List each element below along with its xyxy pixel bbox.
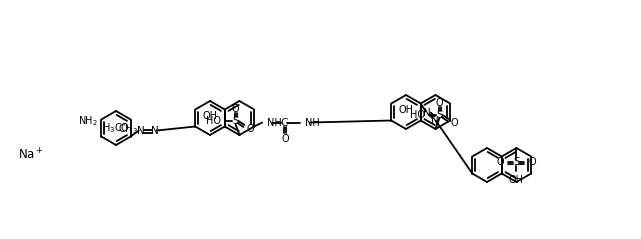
Text: C: C — [281, 118, 288, 127]
Text: OH: OH — [509, 175, 524, 185]
Text: N: N — [431, 115, 438, 125]
Text: O: O — [436, 98, 444, 108]
Text: O: O — [528, 157, 536, 167]
Text: S: S — [436, 110, 443, 120]
Text: N: N — [423, 108, 431, 118]
Text: H$_3$CO: H$_3$CO — [102, 121, 130, 135]
Text: HO: HO — [206, 116, 221, 126]
Text: N: N — [151, 125, 158, 136]
Text: NH$_2$: NH$_2$ — [78, 114, 98, 128]
Text: O: O — [497, 157, 504, 167]
Text: S: S — [232, 116, 238, 126]
Text: NH: NH — [305, 118, 320, 127]
Text: S: S — [513, 157, 520, 167]
Text: O: O — [451, 118, 458, 128]
Text: OH: OH — [203, 111, 217, 121]
Text: O: O — [246, 124, 254, 134]
Text: Na$^+$: Na$^+$ — [18, 147, 44, 163]
Text: O: O — [281, 134, 289, 143]
Text: OH: OH — [399, 105, 413, 115]
Text: O: O — [231, 104, 239, 114]
Text: HO: HO — [410, 110, 426, 120]
Text: N: N — [137, 125, 145, 136]
Text: CH$_3$: CH$_3$ — [118, 122, 138, 136]
Text: NH: NH — [267, 118, 282, 127]
